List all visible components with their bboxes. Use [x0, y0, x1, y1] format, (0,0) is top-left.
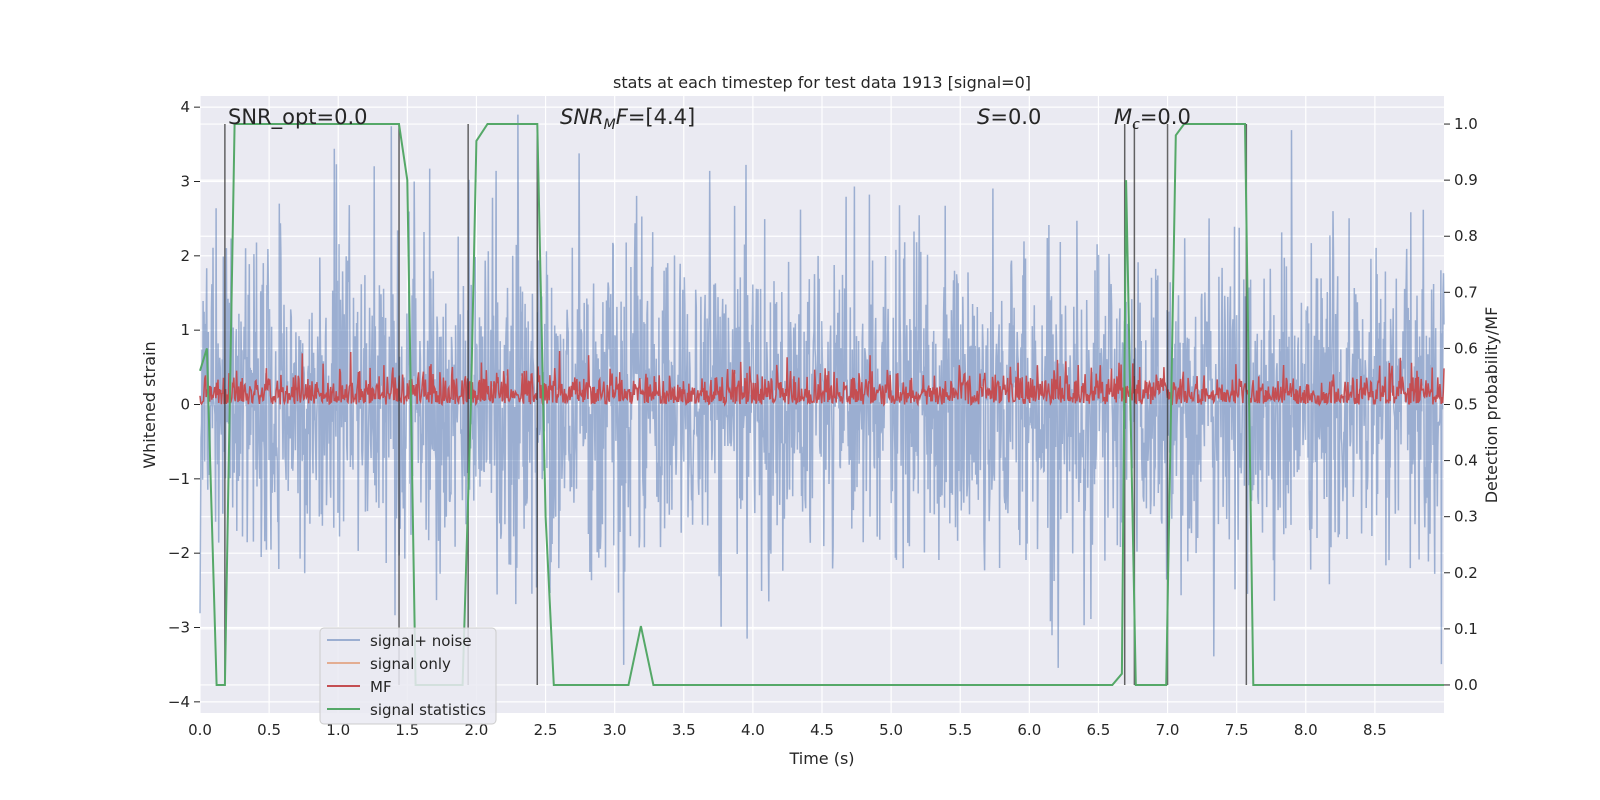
y-left-tick-label-5: 1 — [180, 321, 190, 339]
signal-statistics-line — [199, 123, 1444, 686]
x-tick-label-7: 3.5 — [672, 721, 696, 739]
y-right-tick-label-0: 0.0 — [1454, 676, 1478, 694]
signal-noise-series — [199, 114, 1445, 668]
legend-box — [319, 627, 497, 725]
signal-statistics-series — [199, 123, 1444, 686]
y-right-tick-label-8: 0.8 — [1454, 227, 1478, 245]
y-right-axis-label: Detection probability/MF — [1482, 307, 1501, 504]
y-left-tick-label-6: 2 — [180, 247, 190, 265]
signal-noise-line — [199, 114, 1445, 668]
mf-line — [199, 350, 1445, 408]
x-tick-label-17: 8.5 — [1363, 721, 1387, 739]
x-tick-label-13: 6.5 — [1087, 721, 1111, 739]
x-tick-label-8: 4.0 — [741, 721, 765, 739]
y-left-tick-label-0: −4 — [168, 693, 190, 711]
y-left-axis-label: Whitened strain — [140, 341, 159, 468]
legend-label-signal-only: signal only — [370, 655, 451, 673]
y-left-axis-ticks: −4 −3 −2 −1 0 1 2 3 4 — [168, 98, 200, 711]
y-right-tick-label-10: 1.0 — [1454, 115, 1478, 133]
y-right-tick-label-9: 0.9 — [1454, 171, 1478, 189]
legend-label-signal-noise: signal+ noise — [370, 632, 472, 650]
x-tick-label-4: 2.0 — [465, 721, 489, 739]
x-tick-label-16: 8.0 — [1294, 721, 1318, 739]
x-tick-label-2: 1.0 — [326, 721, 350, 739]
annotation-s: S=0.0 — [977, 105, 1041, 129]
y-right-tick-label-4: 0.4 — [1454, 452, 1478, 470]
x-tick-label-15: 7.5 — [1225, 721, 1249, 739]
y-right-tick-label-1: 0.1 — [1454, 620, 1478, 638]
x-axis-ticks: 0.0 0.5 1.0 1.5 2.0 2.5 3.0 3.5 4.0 4.5 5.0 5.5 6.0 6… — [188, 721, 1387, 739]
x-tick-label-1: 0.5 — [257, 721, 281, 739]
y-left-tick-label-4: 0 — [180, 396, 190, 414]
y-left-tick-label-2: −2 — [168, 544, 190, 562]
x-tick-label-6: 3.0 — [603, 721, 627, 739]
y-right-tick-label-2: 0.2 — [1454, 564, 1478, 582]
y-right-axis-ticks: 0.0 0.1 0.2 0.3 0.4 0.5 0.6 0.7 0.8 0.9 1.0 — [1444, 115, 1478, 694]
x-axis-label: Time (s) — [788, 749, 854, 768]
y-right-tick-label-7: 0.7 — [1454, 283, 1478, 301]
y-left-tick-label-1: −3 — [168, 619, 190, 637]
y-right-tick-label-6: 0.6 — [1454, 339, 1478, 357]
legend-label-mf: MF — [370, 678, 392, 696]
y-left-tick-label-8: 4 — [180, 98, 190, 116]
mf-series — [199, 350, 1445, 408]
annotation-snr-mf: SNRMF=[4.4] — [560, 105, 695, 133]
x-tick-label-0: 0.0 — [188, 721, 212, 739]
x-tick-label-3: 1.5 — [395, 721, 419, 739]
y-right-tick-label-3: 0.3 — [1454, 508, 1478, 526]
legend-label-signal-statistics: signal statistics — [370, 701, 486, 719]
x-tick-label-5: 2.5 — [534, 721, 558, 739]
x-tick-label-11: 5.5 — [948, 721, 972, 739]
annotation-mc: Mc=0.0 — [1114, 105, 1191, 133]
x-tick-label-12: 6.0 — [1017, 721, 1041, 739]
x-tick-label-9: 4.5 — [810, 721, 834, 739]
chart-title: stats at each timestep for test data 191… — [613, 73, 1031, 92]
annotation-snr-opt: SNR_opt=0.0 — [228, 105, 368, 130]
legend: signal+ noise signal only MF signal stat… — [319, 627, 497, 725]
y-right-tick-label-5: 0.5 — [1454, 396, 1478, 414]
y-left-tick-label-7: 3 — [180, 172, 190, 190]
x-tick-label-14: 7.0 — [1156, 721, 1180, 739]
x-tick-label-10: 5.0 — [879, 721, 903, 739]
y-left-tick-label-3: −1 — [168, 470, 190, 488]
